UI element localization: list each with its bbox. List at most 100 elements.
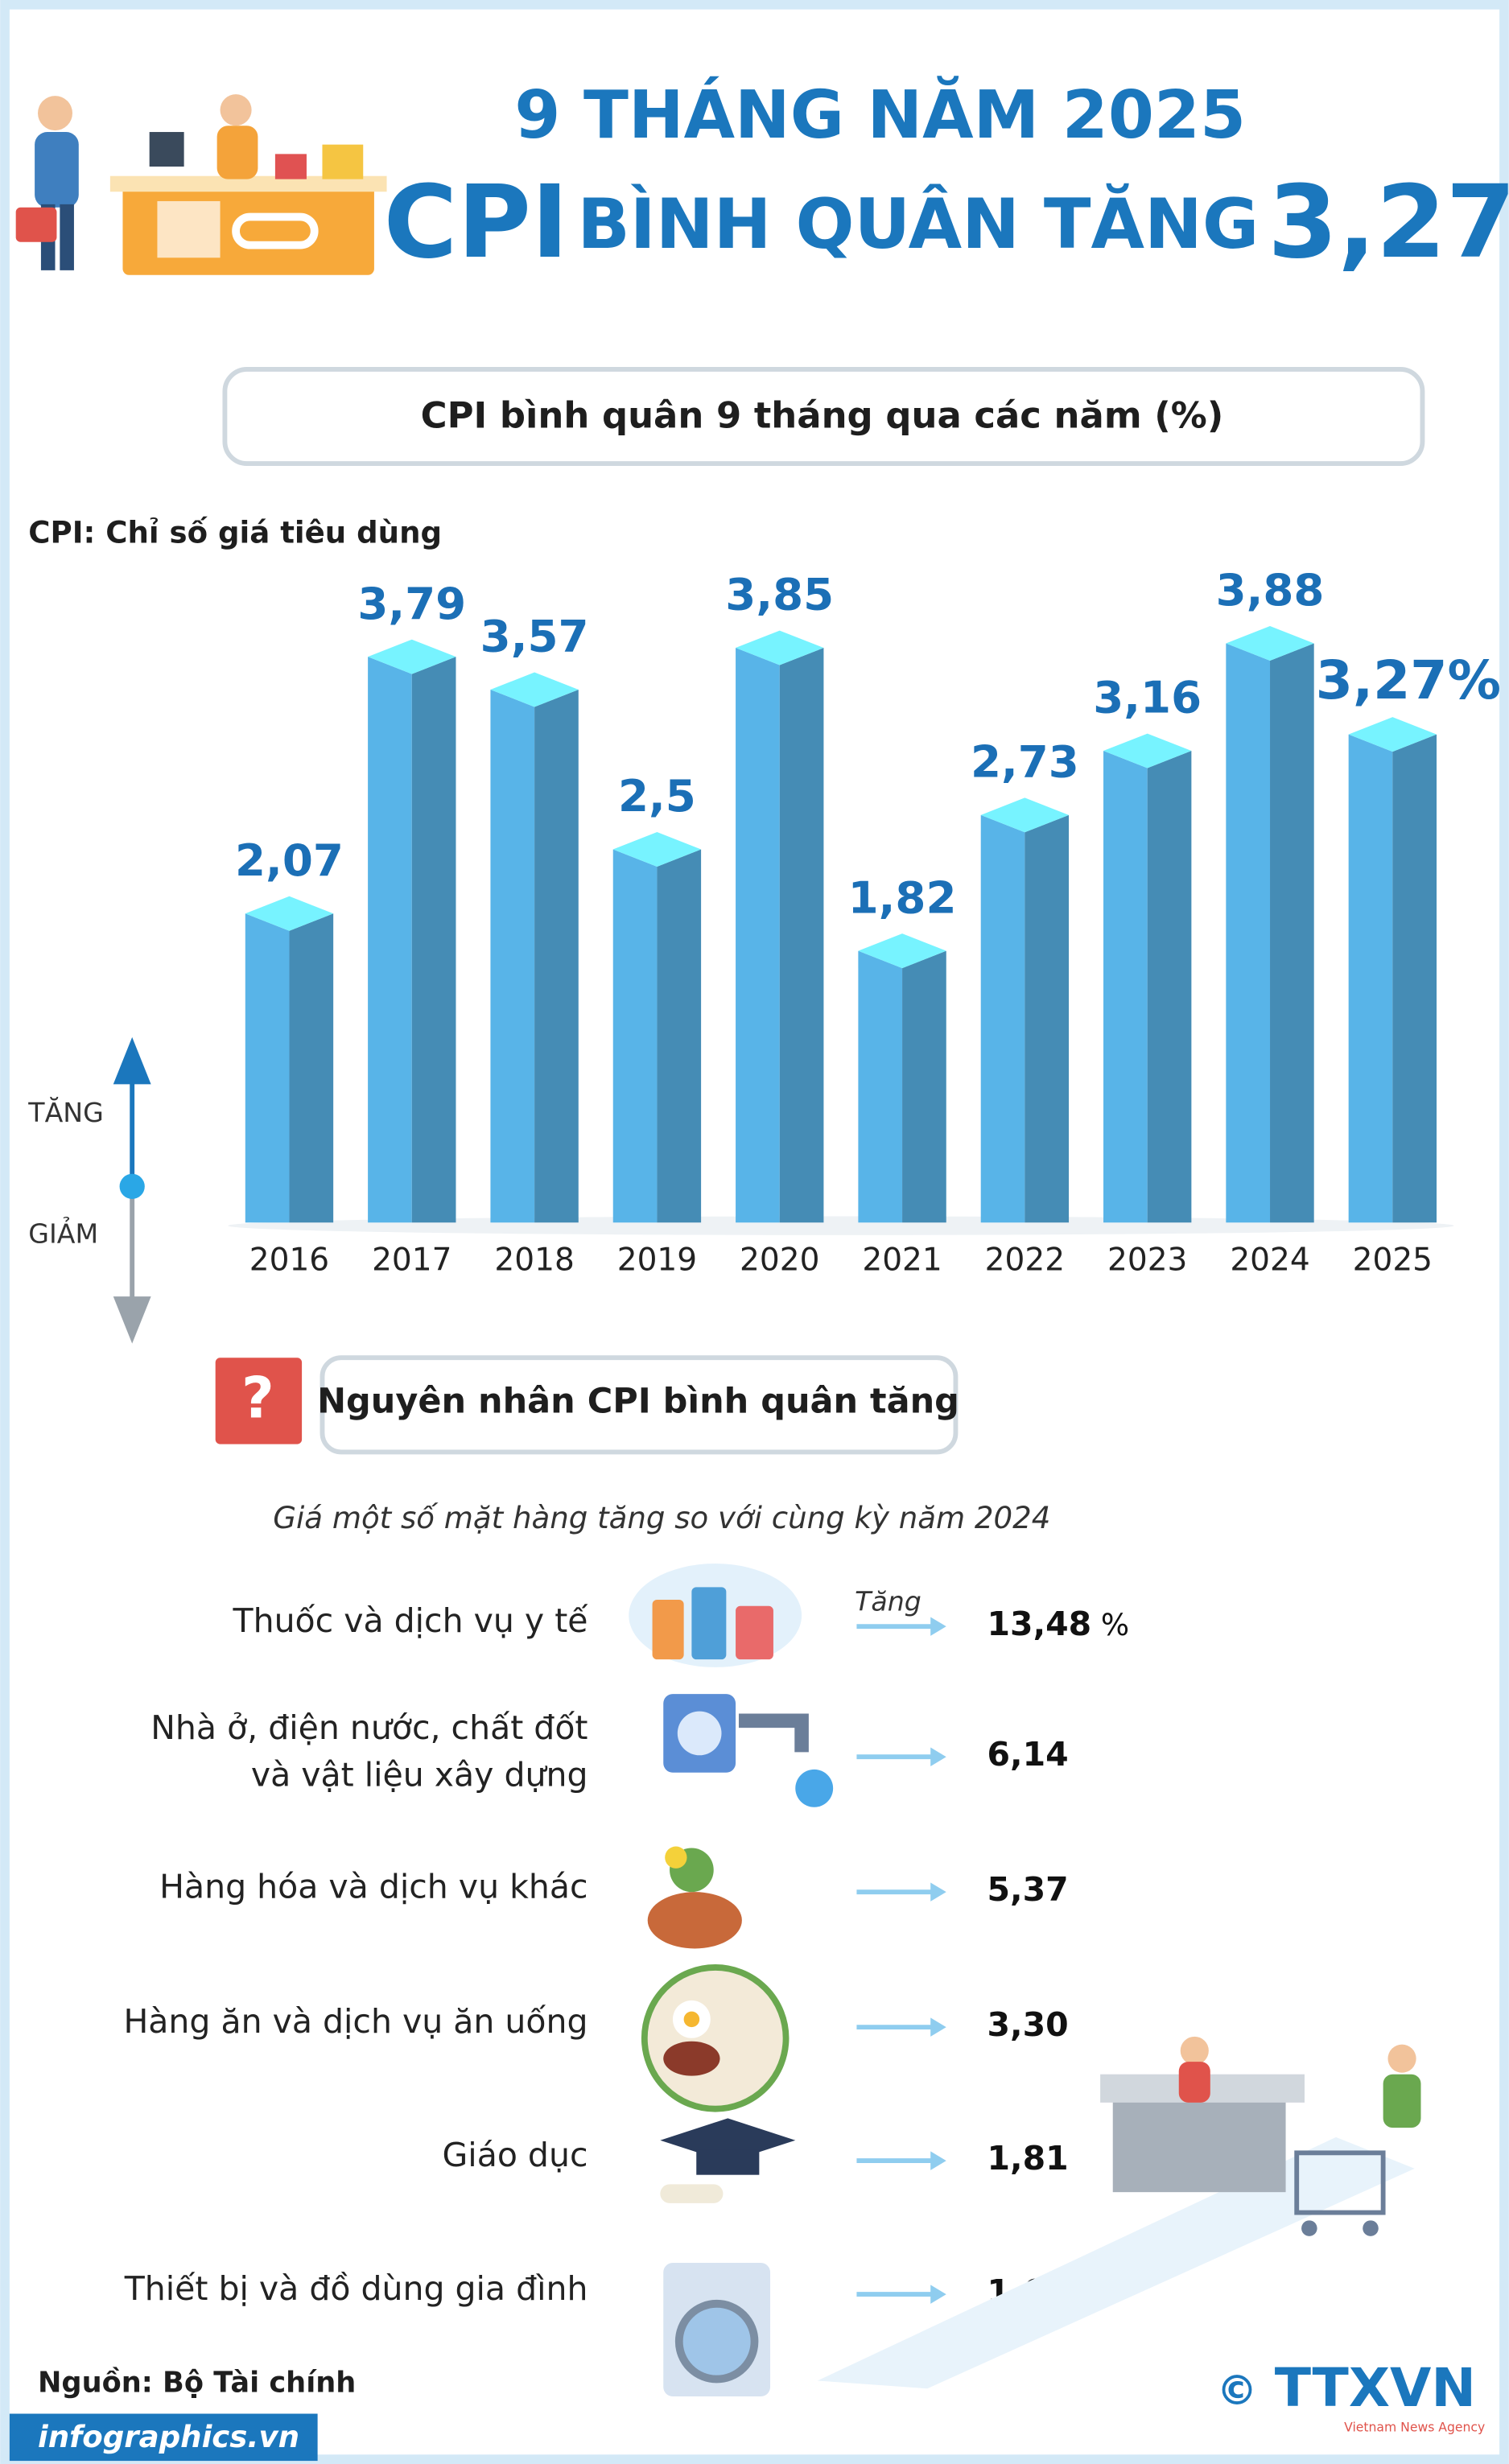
item-arrow-head (930, 1617, 946, 1636)
site-band (9, 2413, 318, 2462)
bar-top (245, 896, 334, 931)
item-value: 6,14 (987, 1735, 1069, 1774)
x-tick-label: 2022 (985, 1242, 1065, 1279)
x-tick-label: 2024 (1230, 1242, 1309, 1279)
value-label: 3,85 (725, 569, 834, 620)
bar-top (612, 832, 702, 867)
question-icon (215, 1358, 303, 1444)
bar-right-face (779, 648, 824, 1223)
bar-top (1103, 733, 1192, 768)
item-name: Thiết bị và đồ dùng gia đình (124, 2269, 588, 2308)
item-value: 13,48% (987, 1605, 1130, 1643)
item-arrow-head (930, 2285, 946, 2304)
causes-title-box (320, 1355, 959, 1455)
bar-left-face (858, 950, 903, 1223)
header-number: 3,27 (1268, 164, 1509, 281)
bar-right-face (1392, 734, 1437, 1223)
value-label: 1,82 (848, 871, 957, 923)
x-tick-label: 2020 (740, 1242, 819, 1279)
x-tick-label: 2023 (1107, 1242, 1187, 1279)
header-middle: BÌNH QUÂN TĂNG (577, 184, 1259, 266)
x-tick-label: 2017 (372, 1242, 451, 1279)
x-tick-label: 2018 (494, 1242, 574, 1279)
causes-title: Nguyên nhân CPI bình quân tăng (317, 1381, 959, 1421)
x-tick-label: 2016 (249, 1242, 329, 1279)
increase-label: Tăng (855, 1585, 921, 1617)
value-label: 2,73 (971, 735, 1079, 787)
bar-right-face (1270, 643, 1314, 1223)
value-label: 3,57 (480, 611, 589, 662)
header-cpi: CPI (384, 164, 569, 281)
item-name: Giáo dục (443, 2136, 588, 2174)
item-value-number: 13,48 (987, 1605, 1092, 1643)
item-name: Hàng ăn và dịch vụ ăn uống (123, 2002, 588, 2041)
bar-right-face (534, 689, 579, 1223)
down-label: GIẢM (28, 1214, 98, 1249)
item-value-number: 1,81 (987, 2139, 1069, 2178)
bar-chart: 2,07 2016 3,79 2017 3,57 2018 2,5 2019 3,85 2020 1… (228, 564, 1501, 1279)
bar-left-face (612, 849, 658, 1223)
bar-right-face (657, 849, 702, 1223)
question-mark: ? (241, 1365, 274, 1431)
value-label: 3,27% (1316, 649, 1501, 711)
bar-top (1348, 717, 1437, 752)
item-name: Nhà ở, điện nước, chất đốt (150, 1708, 588, 1747)
agency-full: Vietnam News Agency (1344, 2421, 1485, 2435)
item-arrow-head (930, 2151, 946, 2170)
bar-left-face (368, 657, 412, 1223)
item-arrow-head (930, 1882, 946, 1902)
chart-title-box (222, 366, 1425, 467)
value-label: 3,79 (357, 578, 466, 629)
value-label: 3,88 (1216, 564, 1325, 616)
item-arrow-head (930, 2017, 946, 2037)
item-value-number: 3,30 (987, 2005, 1069, 2044)
item-icons (629, 1564, 834, 2397)
bar-left-face (245, 913, 290, 1223)
direction-arrow (113, 1036, 151, 1344)
item-value: 1,81 (987, 2139, 1069, 2178)
header-illustration (15, 94, 387, 275)
copyright: © (1217, 2367, 1258, 2414)
shop-illustration (817, 2036, 1421, 2389)
bar-top (490, 672, 579, 707)
bar-right-face (411, 657, 456, 1223)
agency: TTXVN (1275, 2356, 1476, 2419)
bar-top (858, 933, 946, 969)
value-label: 2,5 (618, 770, 696, 822)
source: Nguồn: Bộ Tài chính (38, 2366, 356, 2399)
up-label: TĂNG (27, 1096, 104, 1128)
item-name: và vật liệu xây dựng (251, 1756, 588, 1794)
x-tick-label: 2019 (617, 1242, 697, 1279)
bar-right-face (902, 950, 946, 1223)
bar-left-face (980, 814, 1025, 1223)
bar-left-face (736, 648, 780, 1223)
item-unit: % (1101, 1608, 1129, 1642)
bar-left-face (1348, 734, 1393, 1223)
x-tick-label: 2025 (1353, 1242, 1433, 1279)
item-value-number: 5,37 (987, 1870, 1069, 1909)
value-label: 2,07 (235, 834, 344, 886)
header-line1: 9 THÁNG NĂM 2025 (514, 76, 1246, 154)
bar-right-face (289, 913, 334, 1223)
item-name: Thuốc và dịch vụ y tế (233, 1601, 589, 1640)
causes-subtitle: Giá một số mặt hàng tăng so với cùng kỳ … (273, 1501, 1050, 1535)
bar-left-face (490, 689, 535, 1223)
bar-right-face (1147, 751, 1192, 1223)
bar-right-face (1025, 814, 1070, 1223)
item-name: Hàng hóa và dịch vụ khác (159, 1867, 588, 1906)
bar-top (980, 797, 1070, 833)
item-arrow-head (930, 1747, 946, 1766)
bar-left-face (1226, 643, 1271, 1223)
item-value-number: 6,14 (987, 1735, 1069, 1774)
item-value: 3,30 (987, 2005, 1069, 2044)
site: infographics.vn (38, 2420, 299, 2454)
bar-left-face (1103, 751, 1148, 1223)
chart-subtitle: CPI: Chỉ số giá tiêu dùng (28, 515, 442, 550)
value-label: 3,16 (1093, 672, 1202, 723)
item-value: 5,37 (987, 1870, 1069, 1909)
chart-title: CPI bình quân 9 tháng qua các năm (%) (421, 393, 1224, 436)
x-tick-label: 2021 (862, 1242, 942, 1279)
header-line2: CPI BÌNH QUÂN TĂNG 3,27% (384, 164, 1509, 281)
